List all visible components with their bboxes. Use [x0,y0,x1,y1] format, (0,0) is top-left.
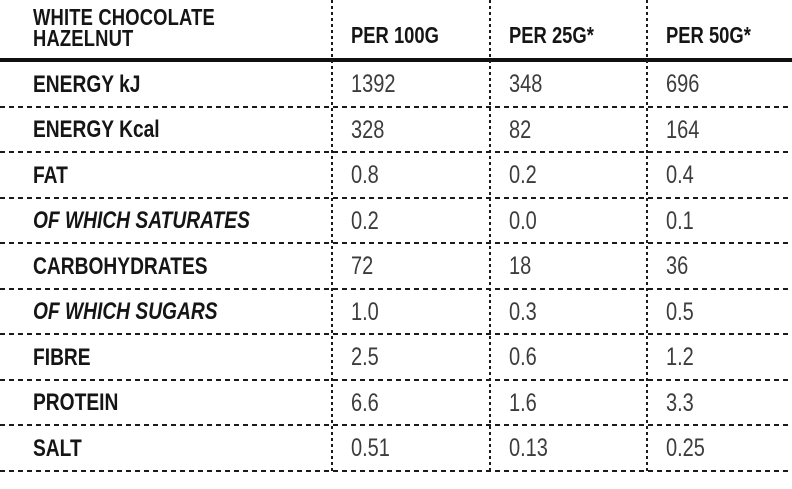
value-cell-per-100g: 6.6 [331,389,489,418]
column-header-per-25g: PER 25G* [509,22,594,48]
value-cell-per-100g: 1.0 [331,298,489,327]
row-label: OF WHICH SATURATES [33,207,250,235]
value-cell-per-25g: 82 [489,116,646,145]
row-label-cell: ENERGY kJ [0,71,331,99]
row-label-cell: PROTEIN [0,389,331,417]
table-row: ENERGY kJ 1392 348 696 [0,62,792,108]
value-per-50g: 3.3 [666,388,694,417]
column-divider-line-2 [489,0,491,472]
value-cell-per-100g: 0.2 [331,207,489,236]
value-cell-per-25g: 0.0 [489,207,646,236]
value-cell-per-25g: 0.2 [489,161,646,190]
value-cell-per-50g: 0.4 [646,161,792,190]
value-per-100g: 6.6 [351,388,379,417]
table-body: ENERGY kJ 1392 348 696 ENERGY Kcal 328 8… [0,62,792,472]
value-per-25g: 348 [509,70,543,99]
table-row: FIBRE 2.5 0.6 1.2 [0,335,792,381]
value-per-100g: 72 [351,252,374,281]
value-cell-per-100g: 1392 [331,70,489,99]
value-cell-per-25g: 0.13 [489,434,646,463]
value-per-25g: 18 [509,252,532,281]
value-per-100g: 2.5 [351,343,379,372]
table-row: OF WHICH SATURATES 0.2 0.0 0.1 [0,199,792,245]
row-label-cell: FAT [0,162,331,190]
value-per-50g: 0.1 [666,206,694,235]
product-title-line-2: HAZELNUT [33,25,331,51]
row-label: PROTEIN [33,389,119,417]
column-divider-line-1 [331,0,333,472]
value-per-50g: 696 [666,70,700,99]
value-per-50g: 0.5 [666,297,694,326]
product-title: WHITE CHOCOLATE HAZELNUT [0,0,331,58]
value-per-50g: 0.25 [666,434,705,463]
value-per-100g: 1392 [351,70,396,99]
value-per-100g: 0.51 [351,434,390,463]
column-header-per-100g: PER 100G [351,22,439,48]
table-header-row: WHITE CHOCOLATE HAZELNUT PER 100G PER 25… [0,0,792,58]
value-cell-per-50g: 0.5 [646,298,792,327]
value-cell-per-50g: 696 [646,70,792,99]
value-per-25g: 0.3 [509,297,537,326]
row-label: ENERGY kJ [33,70,141,98]
row-label: FAT [33,161,68,189]
product-title-text-2: HAZELNUT [33,25,134,51]
value-cell-per-50g: 1.2 [646,343,792,372]
value-cell-per-100g: 72 [331,252,489,281]
value-cell-per-100g: 328 [331,116,489,145]
value-cell-per-100g: 0.51 [331,434,489,463]
row-label: FIBRE [33,343,91,371]
value-per-50g: 36 [666,252,689,281]
table-row: OF WHICH SUGARS 1.0 0.3 0.5 [0,290,792,336]
value-per-100g: 328 [351,115,385,144]
column-header-per-50g: PER 50G* [666,22,751,48]
value-cell-per-50g: 36 [646,252,792,281]
row-label: ENERGY Kcal [33,116,160,144]
row-label: SALT [33,434,82,462]
row-label-cell: FIBRE [0,344,331,372]
row-label-cell: OF WHICH SATURATES [0,207,331,235]
value-per-25g: 1.6 [509,388,537,417]
value-cell-per-25g: 1.6 [489,389,646,418]
value-cell-per-50g: 3.3 [646,389,792,418]
table-row: FAT 0.8 0.2 0.4 [0,153,792,199]
value-per-25g: 82 [509,115,532,144]
product-title-line-1: WHITE CHOCOLATE [33,4,331,30]
value-per-50g: 0.4 [666,161,694,190]
table-row: PROTEIN 6.6 1.6 3.3 [0,381,792,427]
product-title-text-1: WHITE CHOCOLATE [33,4,215,30]
column-divider-line-3 [646,0,648,472]
value-cell-per-25g: 0.3 [489,298,646,327]
value-cell-per-100g: 2.5 [331,343,489,372]
value-per-25g: 0.0 [509,206,537,235]
value-cell-per-25g: 18 [489,252,646,281]
row-label: CARBOHYDRATES [33,252,208,280]
value-cell-per-50g: 164 [646,116,792,145]
value-cell-per-100g: 0.8 [331,161,489,190]
value-per-25g: 0.6 [509,343,537,372]
row-label-cell: OF WHICH SUGARS [0,298,331,326]
value-per-100g: 1.0 [351,297,379,326]
value-per-25g: 0.13 [509,434,548,463]
value-per-50g: 164 [666,115,700,144]
value-per-100g: 0.2 [351,206,379,235]
value-cell-per-25g: 0.6 [489,343,646,372]
value-cell-per-50g: 0.1 [646,207,792,236]
value-per-50g: 1.2 [666,343,694,372]
value-cell-per-50g: 0.25 [646,434,792,463]
row-label-cell: SALT [0,435,331,463]
row-label-cell: ENERGY Kcal [0,116,331,144]
table-row: CARBOHYDRATES 72 18 36 [0,244,792,290]
header-separator-line [0,58,792,62]
value-per-100g: 0.8 [351,161,379,190]
value-cell-per-25g: 348 [489,70,646,99]
row-label: OF WHICH SUGARS [33,298,218,326]
table-row: SALT 0.51 0.13 0.25 [0,426,792,472]
value-per-25g: 0.2 [509,161,537,190]
table-row: ENERGY Kcal 328 82 164 [0,108,792,154]
row-label-cell: CARBOHYDRATES [0,253,331,281]
